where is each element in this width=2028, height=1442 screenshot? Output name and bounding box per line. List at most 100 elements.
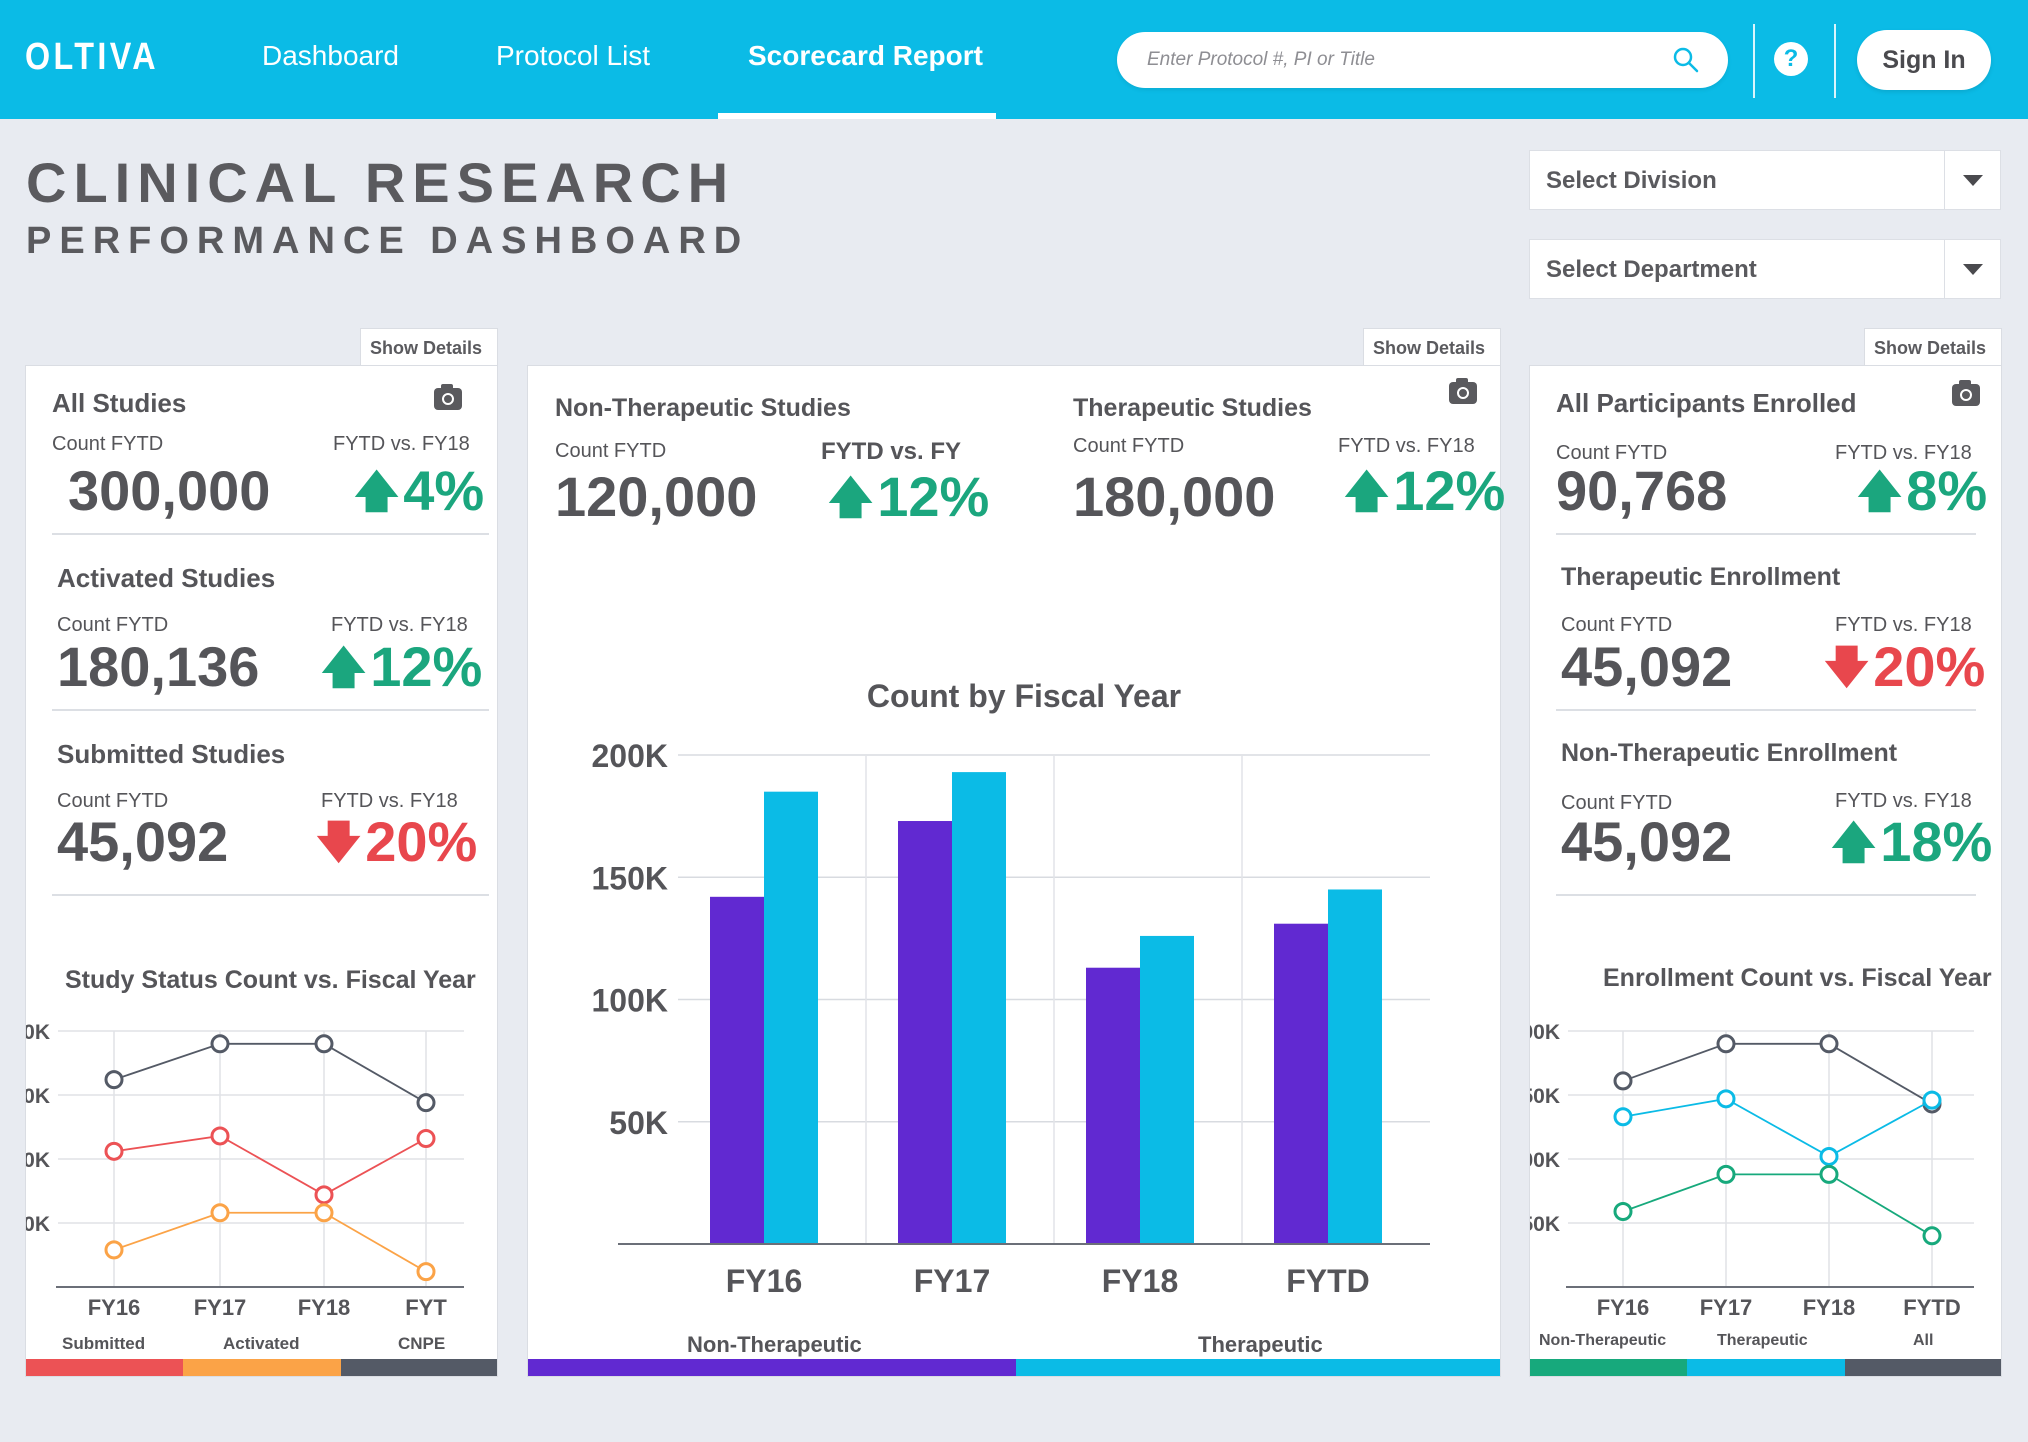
series-line-all <box>1622 1042 1933 1105</box>
bar-therapeutic-fy18 <box>1140 935 1194 1244</box>
enrollment-card: All Participants Enrolled Count FYTD FYT… <box>1529 365 2002 1377</box>
y-tick-label: 50K <box>1530 1213 1560 1236</box>
studies-card: All Studies Count FYTD FYTD vs. FY18 300… <box>25 365 498 1377</box>
y-tick-label: 100K <box>26 1149 50 1172</box>
chart-title: Study Status Count vs. Fiscal Year <box>65 966 476 994</box>
nav-scorecard-report[interactable]: Scorecard Report <box>748 40 983 71</box>
percent-change: 🡅12% <box>321 634 482 710</box>
y-tick-label: 100K <box>1530 1149 1560 1172</box>
legend-bar-all <box>1845 1359 2001 1376</box>
count-value: 45,092 <box>1561 635 1733 698</box>
nav-dashboard[interactable]: Dashboard <box>262 40 399 71</box>
percent-change: 🡇20% <box>316 809 477 885</box>
legend-bar-submitted <box>26 1359 183 1376</box>
camera-icon[interactable] <box>1449 378 1477 404</box>
division-select[interactable]: Select Division <box>1529 150 2001 210</box>
y-tick-label: 50K <box>26 1213 50 1236</box>
x-tick-label: FYT <box>405 1295 447 1316</box>
enrollment-line-chart: 200K 150K 100K 50K FY16 FY17 FY18 FYTD <box>1530 1021 1974 1316</box>
compare-label: FYTD vs. FY18 <box>331 614 468 636</box>
x-tick-label: FY16 <box>726 1263 802 1299</box>
y-tick-label: 200K <box>26 1021 50 1044</box>
section-title: Therapeutic Studies <box>1073 394 1312 422</box>
data-point-activated <box>104 1240 124 1260</box>
sign-in-button[interactable]: Sign In <box>1857 30 1991 90</box>
data-point-non-therapeutic <box>1613 1201 1633 1221</box>
legend-bar-non-therapeutic <box>528 1359 1016 1376</box>
data-point-activated <box>314 1203 334 1223</box>
bar-non-therapeutic-fy18 <box>1086 967 1140 1244</box>
y-tick-label: 200K <box>592 738 669 774</box>
legend-bar-cnpe <box>341 1359 497 1376</box>
bar-therapeutic-fytd <box>1328 889 1382 1244</box>
camera-icon[interactable] <box>1952 380 1980 406</box>
count-label: Count FYTD <box>1561 614 1673 636</box>
percent-change: 🡅12% <box>1344 458 1505 534</box>
bar-therapeutic-fy17 <box>952 772 1006 1244</box>
help-icon[interactable]: ? <box>1774 42 1808 76</box>
section-title: Activated Studies <box>57 563 276 593</box>
chevron-down-icon[interactable] <box>1944 151 2000 209</box>
divider <box>1834 24 1836 98</box>
search-icon[interactable] <box>1672 46 1700 74</box>
section-title: All Participants Enrolled <box>1556 388 1857 418</box>
page-subtitle: PERFORMANCE DASHBOARD <box>26 220 750 262</box>
camera-icon[interactable] <box>434 384 462 410</box>
data-point-non-therapeutic <box>1922 1226 1942 1246</box>
show-details-button[interactable]: Show Details <box>360 328 498 366</box>
data-point-therapeutic <box>1613 1107 1633 1127</box>
department-select[interactable]: Select Department <box>1529 239 2001 299</box>
logo[interactable]: OLTIVA <box>25 36 160 78</box>
count-value: 120,000 <box>555 465 758 528</box>
show-details-button[interactable]: Show Details <box>1363 328 1501 366</box>
page-title: CLINICAL RESEARCH <box>26 151 736 214</box>
section-title: Therapeutic Enrollment <box>1561 563 1841 591</box>
bar-non-therapeutic-fy16 <box>710 896 764 1244</box>
x-tick-label: FY18 <box>298 1295 351 1316</box>
data-point-cnpe <box>104 1070 124 1090</box>
divider <box>52 533 489 535</box>
count-label: Count FYTD <box>52 433 164 455</box>
compare-label: FYTD vs. FY18 <box>1835 614 1972 636</box>
series-line-activated <box>113 1211 427 1273</box>
divider <box>52 709 489 711</box>
arrow-up-icon: 🡅 <box>321 643 367 692</box>
x-tick-label: FY16 <box>1597 1295 1650 1316</box>
percent-change: 🡅18% <box>1831 809 1992 885</box>
data-point-all <box>1613 1071 1633 1091</box>
compare-label: FYTD vs. FY <box>821 438 962 465</box>
compare-label: FYTD vs. FY18 <box>321 790 458 812</box>
x-tick-label: FY17 <box>194 1295 247 1316</box>
legend-label-therapeutic: Therapeutic <box>1717 1332 1808 1349</box>
search-input[interactable] <box>1147 45 1667 75</box>
y-tick-label: 50K <box>609 1105 668 1141</box>
search-box[interactable] <box>1117 32 1728 88</box>
y-tick-label: 150K <box>1530 1085 1560 1108</box>
data-point-cnpe <box>210 1034 230 1054</box>
active-tab-indicator <box>718 113 996 119</box>
x-tick-label: FY16 <box>88 1295 141 1316</box>
bar-therapeutic-fy16 <box>764 791 818 1244</box>
data-point-therapeutic <box>1922 1090 1942 1110</box>
data-point-activated <box>210 1203 230 1223</box>
chevron-down-icon[interactable] <box>1944 240 2000 298</box>
y-tick-label: 200K <box>1530 1021 1560 1044</box>
y-tick-label: 150K <box>26 1085 50 1108</box>
section-title: Non-Therapeutic Enrollment <box>1561 739 1898 767</box>
nav-protocol-list[interactable]: Protocol List <box>496 40 651 71</box>
data-point-therapeutic <box>1716 1089 1736 1109</box>
show-details-button[interactable]: Show Details <box>1864 328 2002 366</box>
bar-non-therapeutic-fytd <box>1274 923 1328 1244</box>
series-line-submitted <box>113 1135 427 1196</box>
data-point-submitted <box>314 1185 334 1205</box>
series-line-cnpe <box>113 1042 427 1104</box>
x-tick-label: FYTD <box>1286 1263 1370 1299</box>
divider <box>1556 533 1976 535</box>
legend-label-therapeutic: Therapeutic <box>1198 1332 1323 1357</box>
arrow-up-icon: 🡅 <box>1831 818 1877 867</box>
arrow-up-icon: 🡅 <box>828 473 874 522</box>
divider <box>52 894 489 896</box>
compare-label: FYTD vs. FY18 <box>1835 790 1972 812</box>
percent-change: 🡅4% <box>354 458 484 534</box>
count-label: Count FYTD <box>1561 792 1673 814</box>
